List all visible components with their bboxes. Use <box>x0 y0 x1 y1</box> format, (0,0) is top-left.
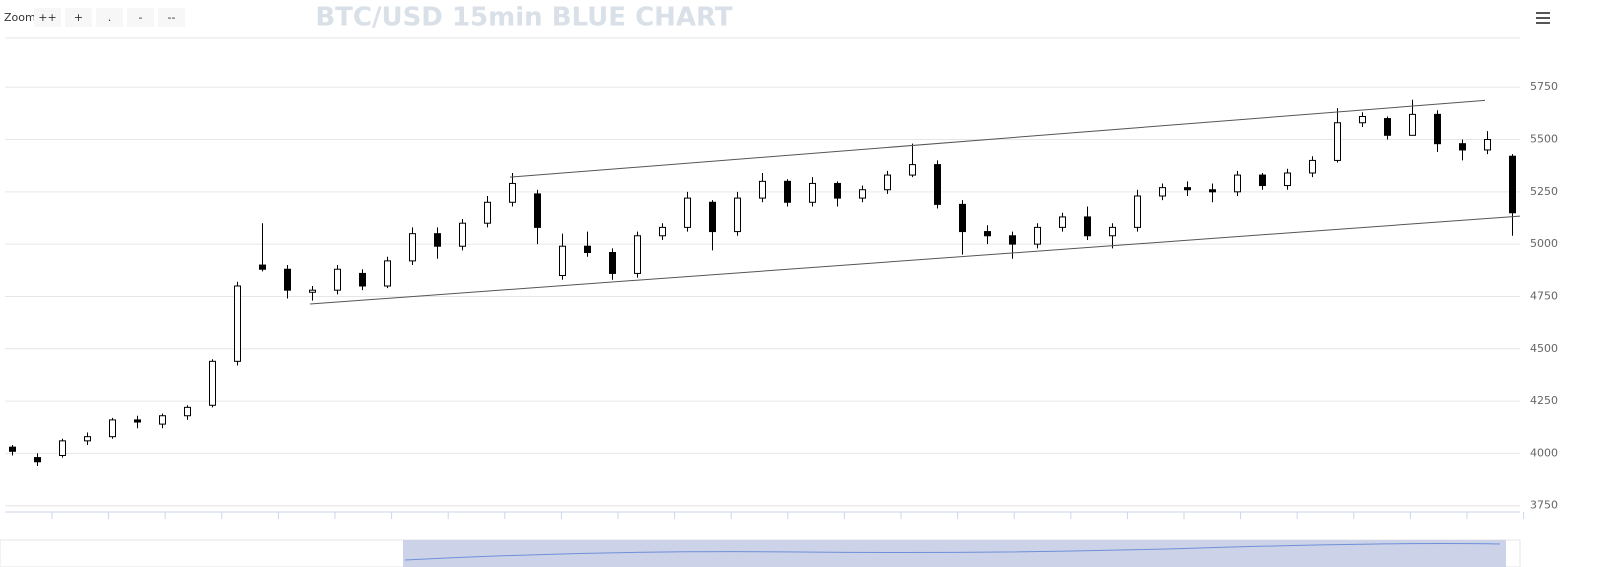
candle-body <box>484 201 491 224</box>
candle-body <box>809 182 816 203</box>
candle-body <box>459 222 466 247</box>
navigator-line <box>404 543 1501 561</box>
candle-body <box>259 264 266 270</box>
candle-body <box>184 406 191 417</box>
candle-body <box>1309 159 1316 174</box>
candle-body <box>709 201 716 233</box>
candle-body <box>334 268 341 291</box>
y-tick-label: 4000 <box>1530 446 1558 459</box>
candle-body <box>1334 122 1341 161</box>
zoom-button-label: . <box>108 11 112 24</box>
y-tick-label: 4500 <box>1530 342 1558 355</box>
y-tick-label: 5500 <box>1530 132 1558 145</box>
zoom-button[interactable] <box>96 8 123 27</box>
candle-body <box>1359 115 1366 124</box>
candle-body <box>1184 187 1191 191</box>
zoom-button[interactable] <box>127 8 154 27</box>
candle-body <box>909 164 916 176</box>
candle-body <box>1234 174 1241 193</box>
candle-body <box>109 419 116 438</box>
y-tick-label: 5750 <box>1530 80 1558 93</box>
trend-line <box>509 99 1486 178</box>
navigator <box>0 539 1521 567</box>
zoom-button[interactable] <box>158 8 185 27</box>
candle-body <box>1159 187 1166 197</box>
candle-body <box>34 457 41 463</box>
candle-body <box>384 260 391 287</box>
candle-body <box>1009 235 1016 245</box>
candle-body <box>1409 113 1416 136</box>
candle-body <box>509 182 516 203</box>
candle-body <box>1384 118 1391 136</box>
candle-body <box>534 193 541 228</box>
candle-body <box>734 197 741 233</box>
candle-body <box>1134 195 1141 228</box>
candle-body <box>1459 143 1466 151</box>
candle-body <box>659 226 666 237</box>
candle-body <box>1059 216 1066 228</box>
candle-body <box>1034 226 1041 245</box>
candle-body <box>934 164 941 205</box>
candle-body <box>609 252 616 274</box>
candle-body <box>584 245 591 254</box>
candle-body <box>1084 216 1091 237</box>
y-tick-label: 5000 <box>1530 237 1558 250</box>
zoom-label: Zoom <box>4 11 36 24</box>
candle-body <box>59 440 66 456</box>
candle-body <box>559 245 566 277</box>
candle-body <box>134 419 141 423</box>
candle-body <box>409 233 416 262</box>
zoom-button[interactable] <box>34 8 61 27</box>
chart-title: BTC/USD 15min BLUE CHART <box>315 3 733 33</box>
candle-body <box>759 180 766 199</box>
candle-body <box>84 436 91 442</box>
zoom-button-label: - <box>139 11 143 24</box>
menu-bar <box>1536 22 1550 24</box>
y-tick-label: 4250 <box>1530 394 1558 407</box>
candle-body <box>684 197 691 228</box>
candle-body <box>884 174 891 191</box>
trend-line <box>309 215 1521 305</box>
candle-body <box>359 272 366 287</box>
candle-body <box>209 360 216 406</box>
candle-body <box>434 233 441 247</box>
candle-body <box>1209 189 1216 193</box>
y-tick-label: 4750 <box>1530 289 1558 302</box>
candle-body <box>234 285 241 362</box>
y-tick-label: 5250 <box>1530 185 1558 198</box>
candle-body <box>859 189 866 199</box>
candle-body <box>309 289 316 293</box>
candle-body <box>1284 172 1291 187</box>
candle-body <box>1509 155 1516 214</box>
menu-bar <box>1536 12 1550 14</box>
candle-body <box>159 415 166 425</box>
candle-body <box>1259 174 1266 187</box>
candle-body <box>1434 113 1441 145</box>
y-tick-label: 3750 <box>1530 499 1558 512</box>
zoom-button[interactable] <box>65 8 92 27</box>
candle-body <box>984 231 991 237</box>
candle-body <box>784 180 791 203</box>
candle-body <box>1484 138 1491 151</box>
zoom-button-label: + <box>74 11 83 24</box>
candle-body <box>9 446 16 452</box>
candle-body <box>959 203 966 233</box>
candle-body <box>634 235 641 274</box>
zoom-button-label: -- <box>168 11 176 24</box>
zoom-button-label: ++ <box>38 11 56 24</box>
menu-icon[interactable] <box>1536 12 1550 24</box>
candle-body <box>1109 226 1116 237</box>
menu-bar <box>1536 17 1550 19</box>
candle-body <box>284 268 291 291</box>
candle-body <box>834 182 841 199</box>
